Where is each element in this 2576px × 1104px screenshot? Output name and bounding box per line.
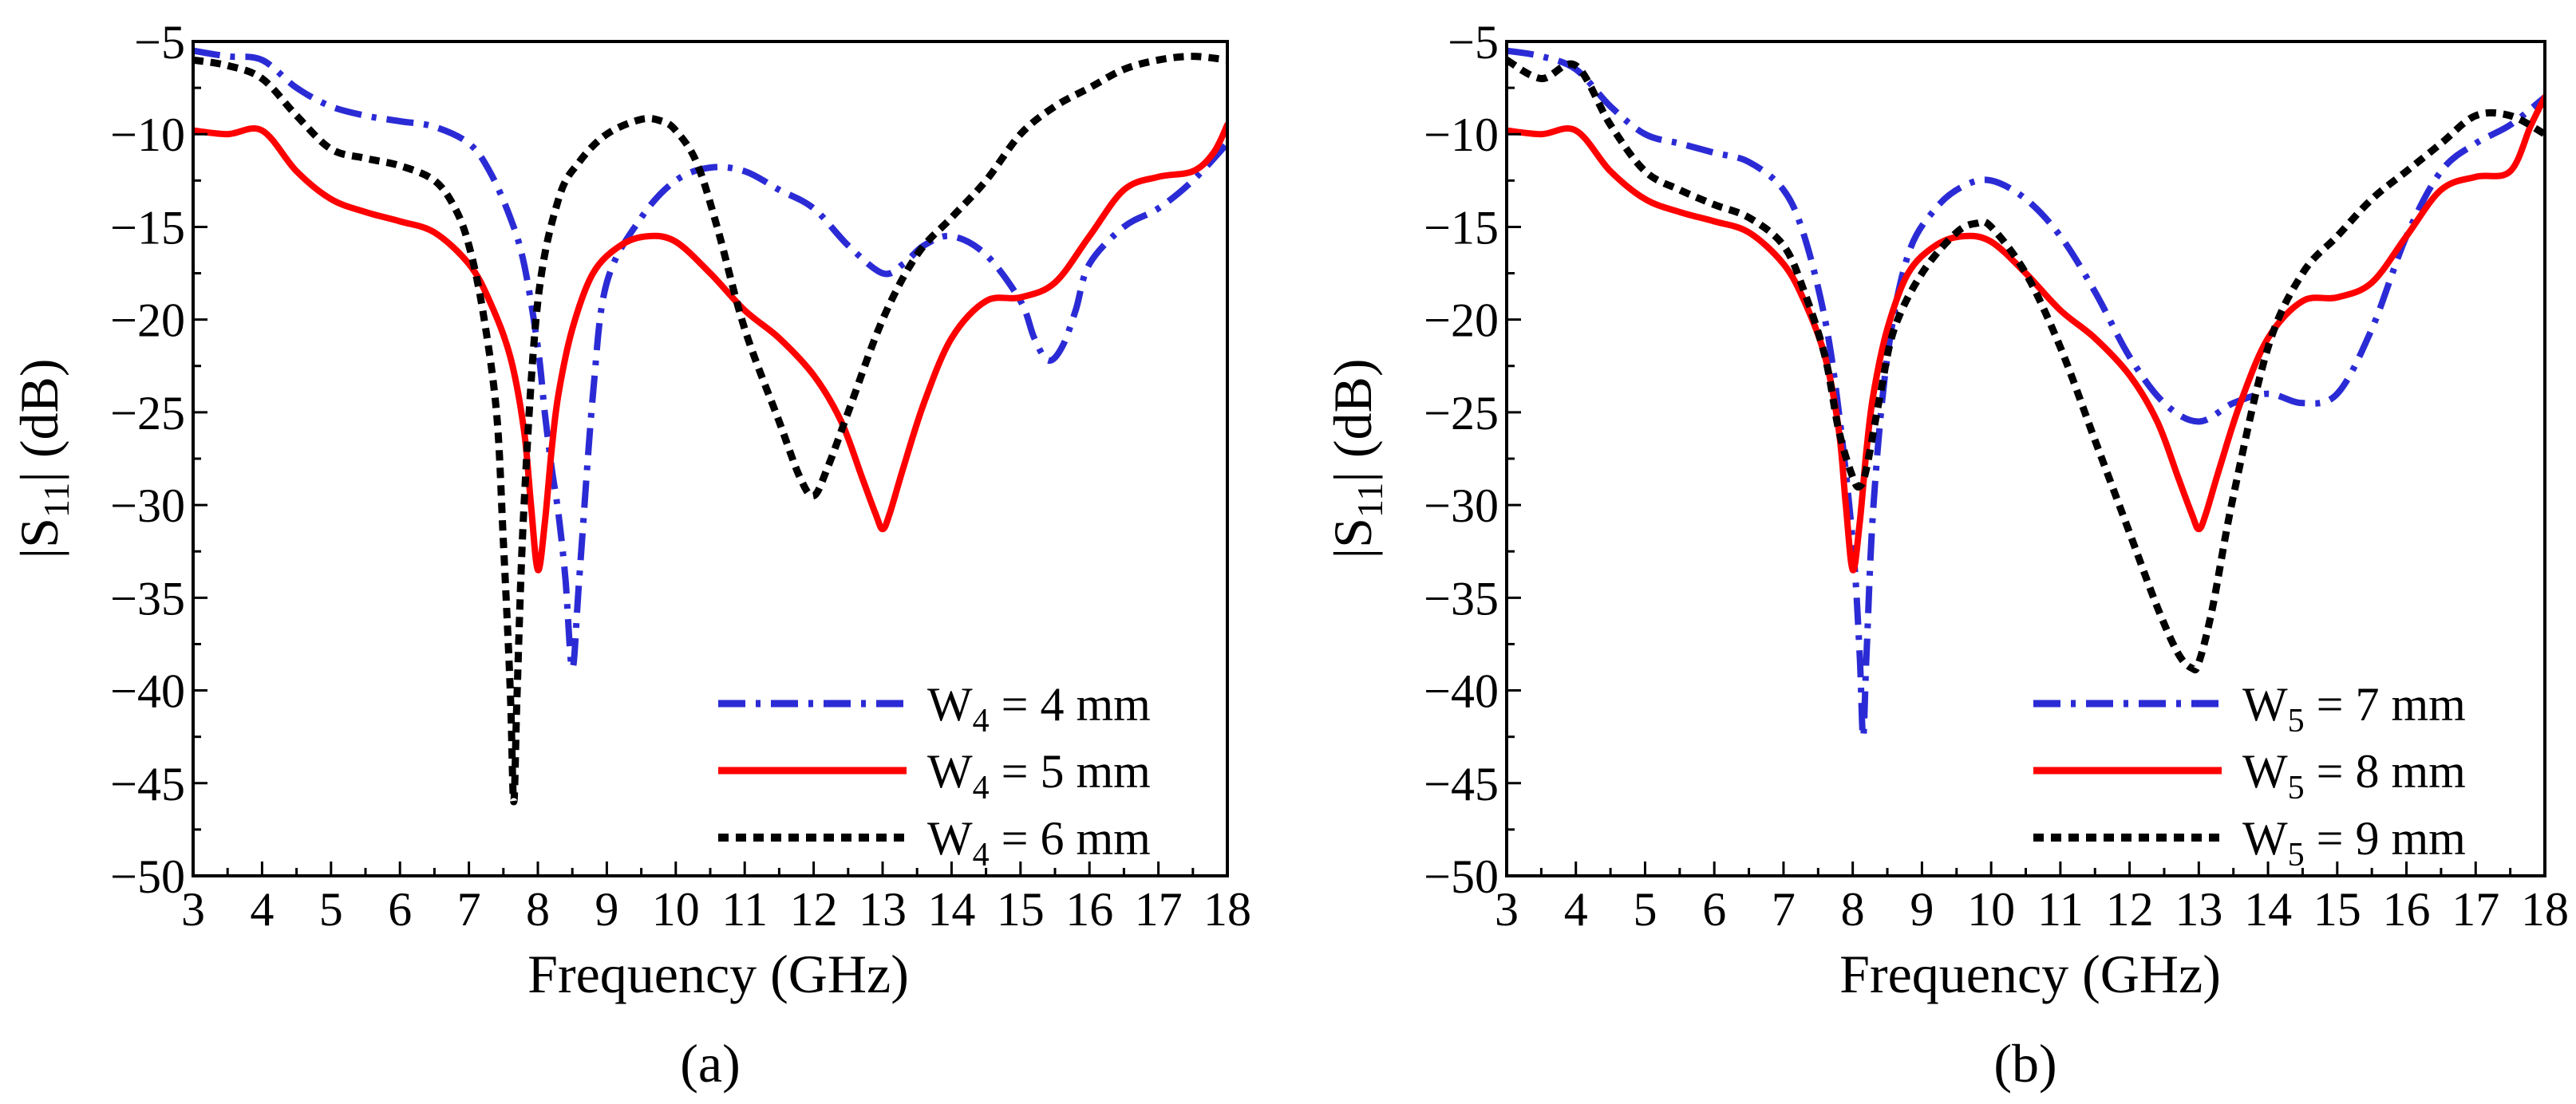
- legend-label: W5 = 8 mm: [2242, 745, 2466, 806]
- panel-label-b: (b): [1993, 1033, 2056, 1094]
- legend-label: W4 = 6 mm: [927, 812, 1151, 873]
- plot-lines-a: [193, 47, 1227, 806]
- x-tick-label: 6: [388, 883, 412, 936]
- y-tick-label: −25: [1424, 387, 1499, 440]
- x-tick-label: 4: [1564, 883, 1588, 936]
- x-ticks-b: 3 4 5 6 7 8 9 10 11 12 13 14 15 16 17 18: [1495, 862, 2569, 936]
- x-tick-label: 4: [250, 883, 274, 936]
- legend-label: W5 = 9 mm: [2242, 812, 2466, 873]
- y-tick-label: −5: [1448, 16, 1499, 69]
- x-tick-label: 18: [1203, 883, 1251, 936]
- y-tick-label: −45: [1424, 758, 1499, 810]
- y-tick-label: −15: [110, 201, 185, 254]
- x-tick-label: 5: [1633, 883, 1657, 936]
- x-ticks-a: 3 4 5 6 7 8 9 10 11 12 13 14 15 16 17 18: [181, 862, 1251, 936]
- x-axis-label-b: Frequency (GHz): [1839, 944, 2221, 1004]
- x-tick-label: 3: [1495, 883, 1519, 936]
- x-tick-label: 17: [1135, 883, 1183, 936]
- x-tick-label: 5: [319, 883, 343, 936]
- chart-panel-b: 3 4 5 6 7 8 9 10 11 12 13 14 15 16 17 18 −5 −10 −15 −20 −25…: [1322, 16, 2569, 1094]
- y-tick-label: −20: [1424, 294, 1499, 347]
- x-tick-label: 18: [2521, 883, 2569, 936]
- x-axis-label-a: Frequency (GHz): [527, 944, 909, 1004]
- x-tick-label: 12: [790, 883, 838, 936]
- y-tick-label: −20: [110, 294, 185, 347]
- y-tick-label: −35: [1424, 572, 1499, 625]
- y-tick-label: −15: [1424, 201, 1499, 254]
- x-tick-label: 14: [927, 883, 975, 936]
- series-line: [193, 53, 1227, 806]
- legend-label: W5 = 7 mm: [2242, 678, 2466, 739]
- series-line: [193, 47, 1227, 672]
- x-tick-label: 10: [652, 883, 700, 936]
- plot-lines-b: [1507, 47, 2545, 740]
- y-axis-label-a: |S11| (dB): [9, 359, 77, 559]
- y-ticks-b: −5 −10 −15 −20 −25 −30 −35 −40 −45 −50: [1424, 16, 1521, 903]
- y-tick-label: −50: [1424, 850, 1499, 903]
- series-line: [193, 121, 1227, 574]
- x-tick-label: 7: [457, 883, 481, 936]
- y-tick-label: −25: [110, 387, 185, 440]
- y-tick-label: −40: [1424, 665, 1499, 718]
- x-tick-label: 3: [181, 883, 205, 936]
- x-tick-label: 8: [1841, 883, 1865, 936]
- x-tick-label: 13: [2175, 883, 2222, 936]
- legend-label: W4 = 5 mm: [927, 745, 1151, 806]
- x-tick-label: 14: [2244, 883, 2292, 936]
- x-tick-label: 15: [2313, 883, 2361, 936]
- y-axis-label-b: |S11| (dB): [1322, 359, 1390, 559]
- panel-label-a: (a): [680, 1033, 740, 1094]
- x-tick-label: 6: [1702, 883, 1726, 936]
- x-tick-label: 15: [997, 883, 1045, 936]
- y-tick-label: −30: [1424, 479, 1499, 532]
- y-tick-label: −30: [110, 479, 185, 532]
- x-tick-label: 12: [2106, 883, 2154, 936]
- x-tick-label: 11: [721, 883, 768, 936]
- x-tick-label: 11: [2037, 883, 2084, 936]
- y-tick-label: −35: [110, 572, 185, 625]
- x-tick-label: 9: [595, 883, 618, 936]
- y-tick-label: −10: [110, 108, 185, 161]
- series-line: [1507, 93, 2545, 574]
- y-tick-label: −5: [134, 16, 185, 69]
- legend-label: W4 = 4 mm: [927, 678, 1151, 739]
- series-line: [1507, 47, 2545, 740]
- chart-panel-a: 3 4 5 6 7 8 9 10 11 12 13 14 15 16 17 18 −5 −10 −15 −20 −25…: [9, 16, 1251, 1094]
- y-ticks-a: −5 −10 −15 −20 −25 −30 −35 −40 −45 −50: [110, 16, 207, 903]
- y-tick-label: −40: [110, 665, 185, 718]
- y-tick-label: −10: [1424, 108, 1499, 161]
- x-tick-label: 8: [526, 883, 550, 936]
- x-tick-label: 13: [859, 883, 907, 936]
- y-tick-label: −45: [110, 758, 185, 810]
- x-tick-label: 7: [1772, 883, 1796, 936]
- y-tick-label: −50: [110, 850, 185, 903]
- x-tick-label: 10: [1967, 883, 2015, 936]
- series-line: [1507, 57, 2545, 674]
- x-tick-label: 16: [2383, 883, 2431, 936]
- x-tick-label: 9: [1910, 883, 1934, 936]
- x-tick-label: 16: [1065, 883, 1113, 936]
- x-tick-label: 17: [2452, 883, 2499, 936]
